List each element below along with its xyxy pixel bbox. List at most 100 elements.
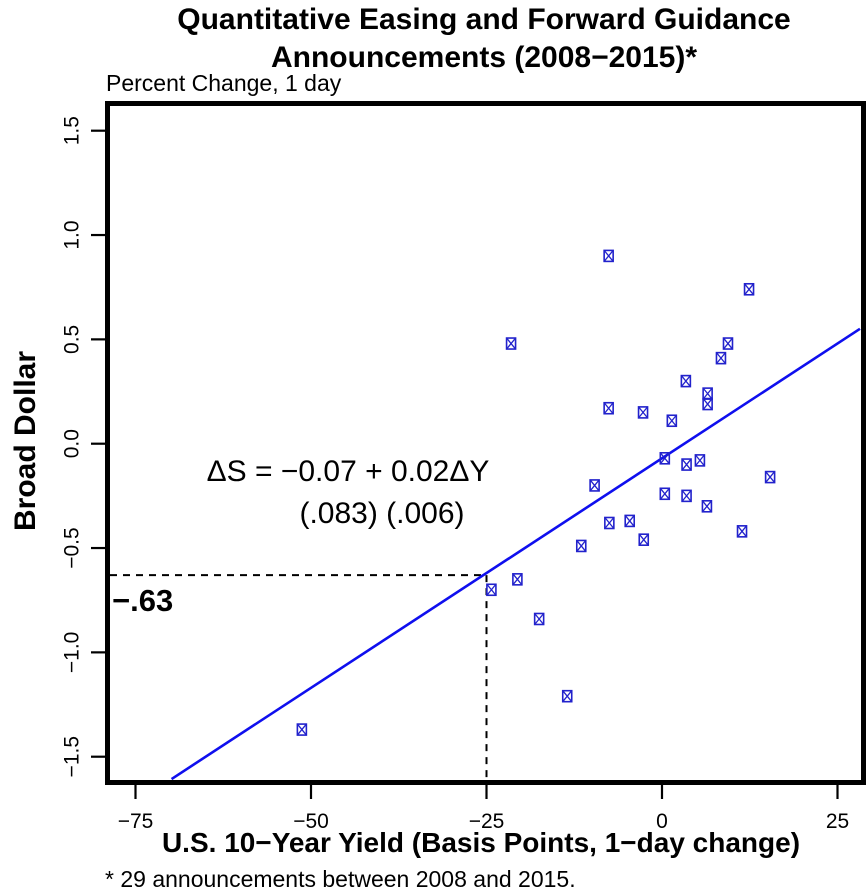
point-x-stroke [701,500,712,513]
data-point [603,249,614,263]
point-x-stroke [666,414,677,427]
point-square [736,525,748,538]
data-point [296,723,308,736]
point-square [681,489,692,503]
point-x-stroke [681,489,692,502]
point-square [722,337,734,350]
data-point [512,573,523,586]
data-point [702,397,713,411]
data-point [533,612,545,626]
data-point [624,514,636,528]
point-x-stroke [744,283,755,296]
x-axis-title: U.S. 10−Year Yield (Basis Points, 1−day … [161,827,801,858]
point-x-stroke [638,406,649,419]
point-square [638,533,650,546]
point-x-stroke [715,352,726,365]
data-point [702,387,713,400]
data-point [715,351,727,365]
x-axis-tick-label: 0 [656,810,668,833]
data-point [637,406,649,419]
point-square [604,516,615,530]
point-square [533,612,545,626]
point-square [764,470,776,484]
point-square [505,337,517,350]
point-x-stroke [702,387,713,400]
y-axis-tick-label: −1.0 [60,632,83,673]
point-x-stroke [603,402,614,415]
x-axis-tick-label: −50 [293,810,329,833]
x-axis-tick-label: −75 [118,810,154,833]
point-square [681,458,692,471]
point-x-stroke [681,458,692,471]
point-x-stroke [534,613,545,625]
data-point [681,458,692,471]
point-square [659,487,671,501]
point-x-stroke [603,249,614,262]
data-point [743,282,755,296]
point-square [561,689,573,703]
chart-title-line2: Announcements (2008−2015)* [270,41,698,74]
point-square [589,479,600,492]
y-axis-tick-label: 0.5 [60,325,83,354]
y-axis-tick-label: 1.5 [60,116,83,145]
data-point [722,337,734,350]
data-point [659,487,671,501]
y-axis-tick-label: 0.0 [60,429,83,458]
point-x-stroke [604,517,615,529]
data-point [666,414,678,428]
data-point [694,454,706,467]
point-square [666,414,678,428]
point-square [624,514,636,528]
data-point [701,500,713,513]
y-axis-tick-label: −0.5 [60,527,83,568]
data-point [638,533,650,546]
point-x-stroke [296,723,307,736]
data-point [486,583,497,597]
point-x-stroke [694,454,705,467]
point-x-stroke [576,540,587,552]
data-point [561,689,573,703]
point-square [680,374,692,388]
data-point [764,470,776,484]
plot-border [105,101,866,785]
point-square [512,573,523,586]
regression-line [170,327,861,781]
data-point [575,539,587,553]
chart-title-line1: Quantitative Easing and Forward Guidance [177,3,791,36]
x-axis-tick-label: −25 [469,810,505,833]
point-x-stroke [486,583,497,596]
regression-standard-errors: (.083) (.006) [299,497,465,530]
regression-equation: ΔS = −0.07 + 0.02ΔY [206,455,490,488]
point-square [702,397,713,411]
point-square [743,282,755,296]
point-square [715,351,727,365]
data-point [505,337,517,350]
point-square [296,723,308,736]
point-x-stroke [638,533,649,546]
y-axis-tick-label: −1.5 [60,736,83,777]
data-point [680,374,692,388]
data-point [589,479,600,492]
point-x-stroke [737,525,748,538]
point-square [659,452,671,465]
point-x-stroke [702,398,713,410]
x-axis-tick-label: 25 [826,810,849,833]
y-axis-title: Broad Dollar [9,350,42,532]
data-point [604,516,615,530]
point-x-stroke [562,690,573,703]
point-square [575,539,587,553]
point-x-stroke [722,337,733,350]
point-x-stroke [506,337,517,350]
point-square [694,454,706,467]
data-point [736,525,748,538]
point-x-stroke [589,479,600,492]
chart-footnote: * 29 announcements between 2008 and 2015… [105,866,576,892]
point-x-stroke [512,573,523,586]
data-point [603,401,614,415]
point-square [603,249,614,263]
point-x-stroke [624,514,635,527]
data-point [681,489,692,503]
data-point [659,452,671,465]
